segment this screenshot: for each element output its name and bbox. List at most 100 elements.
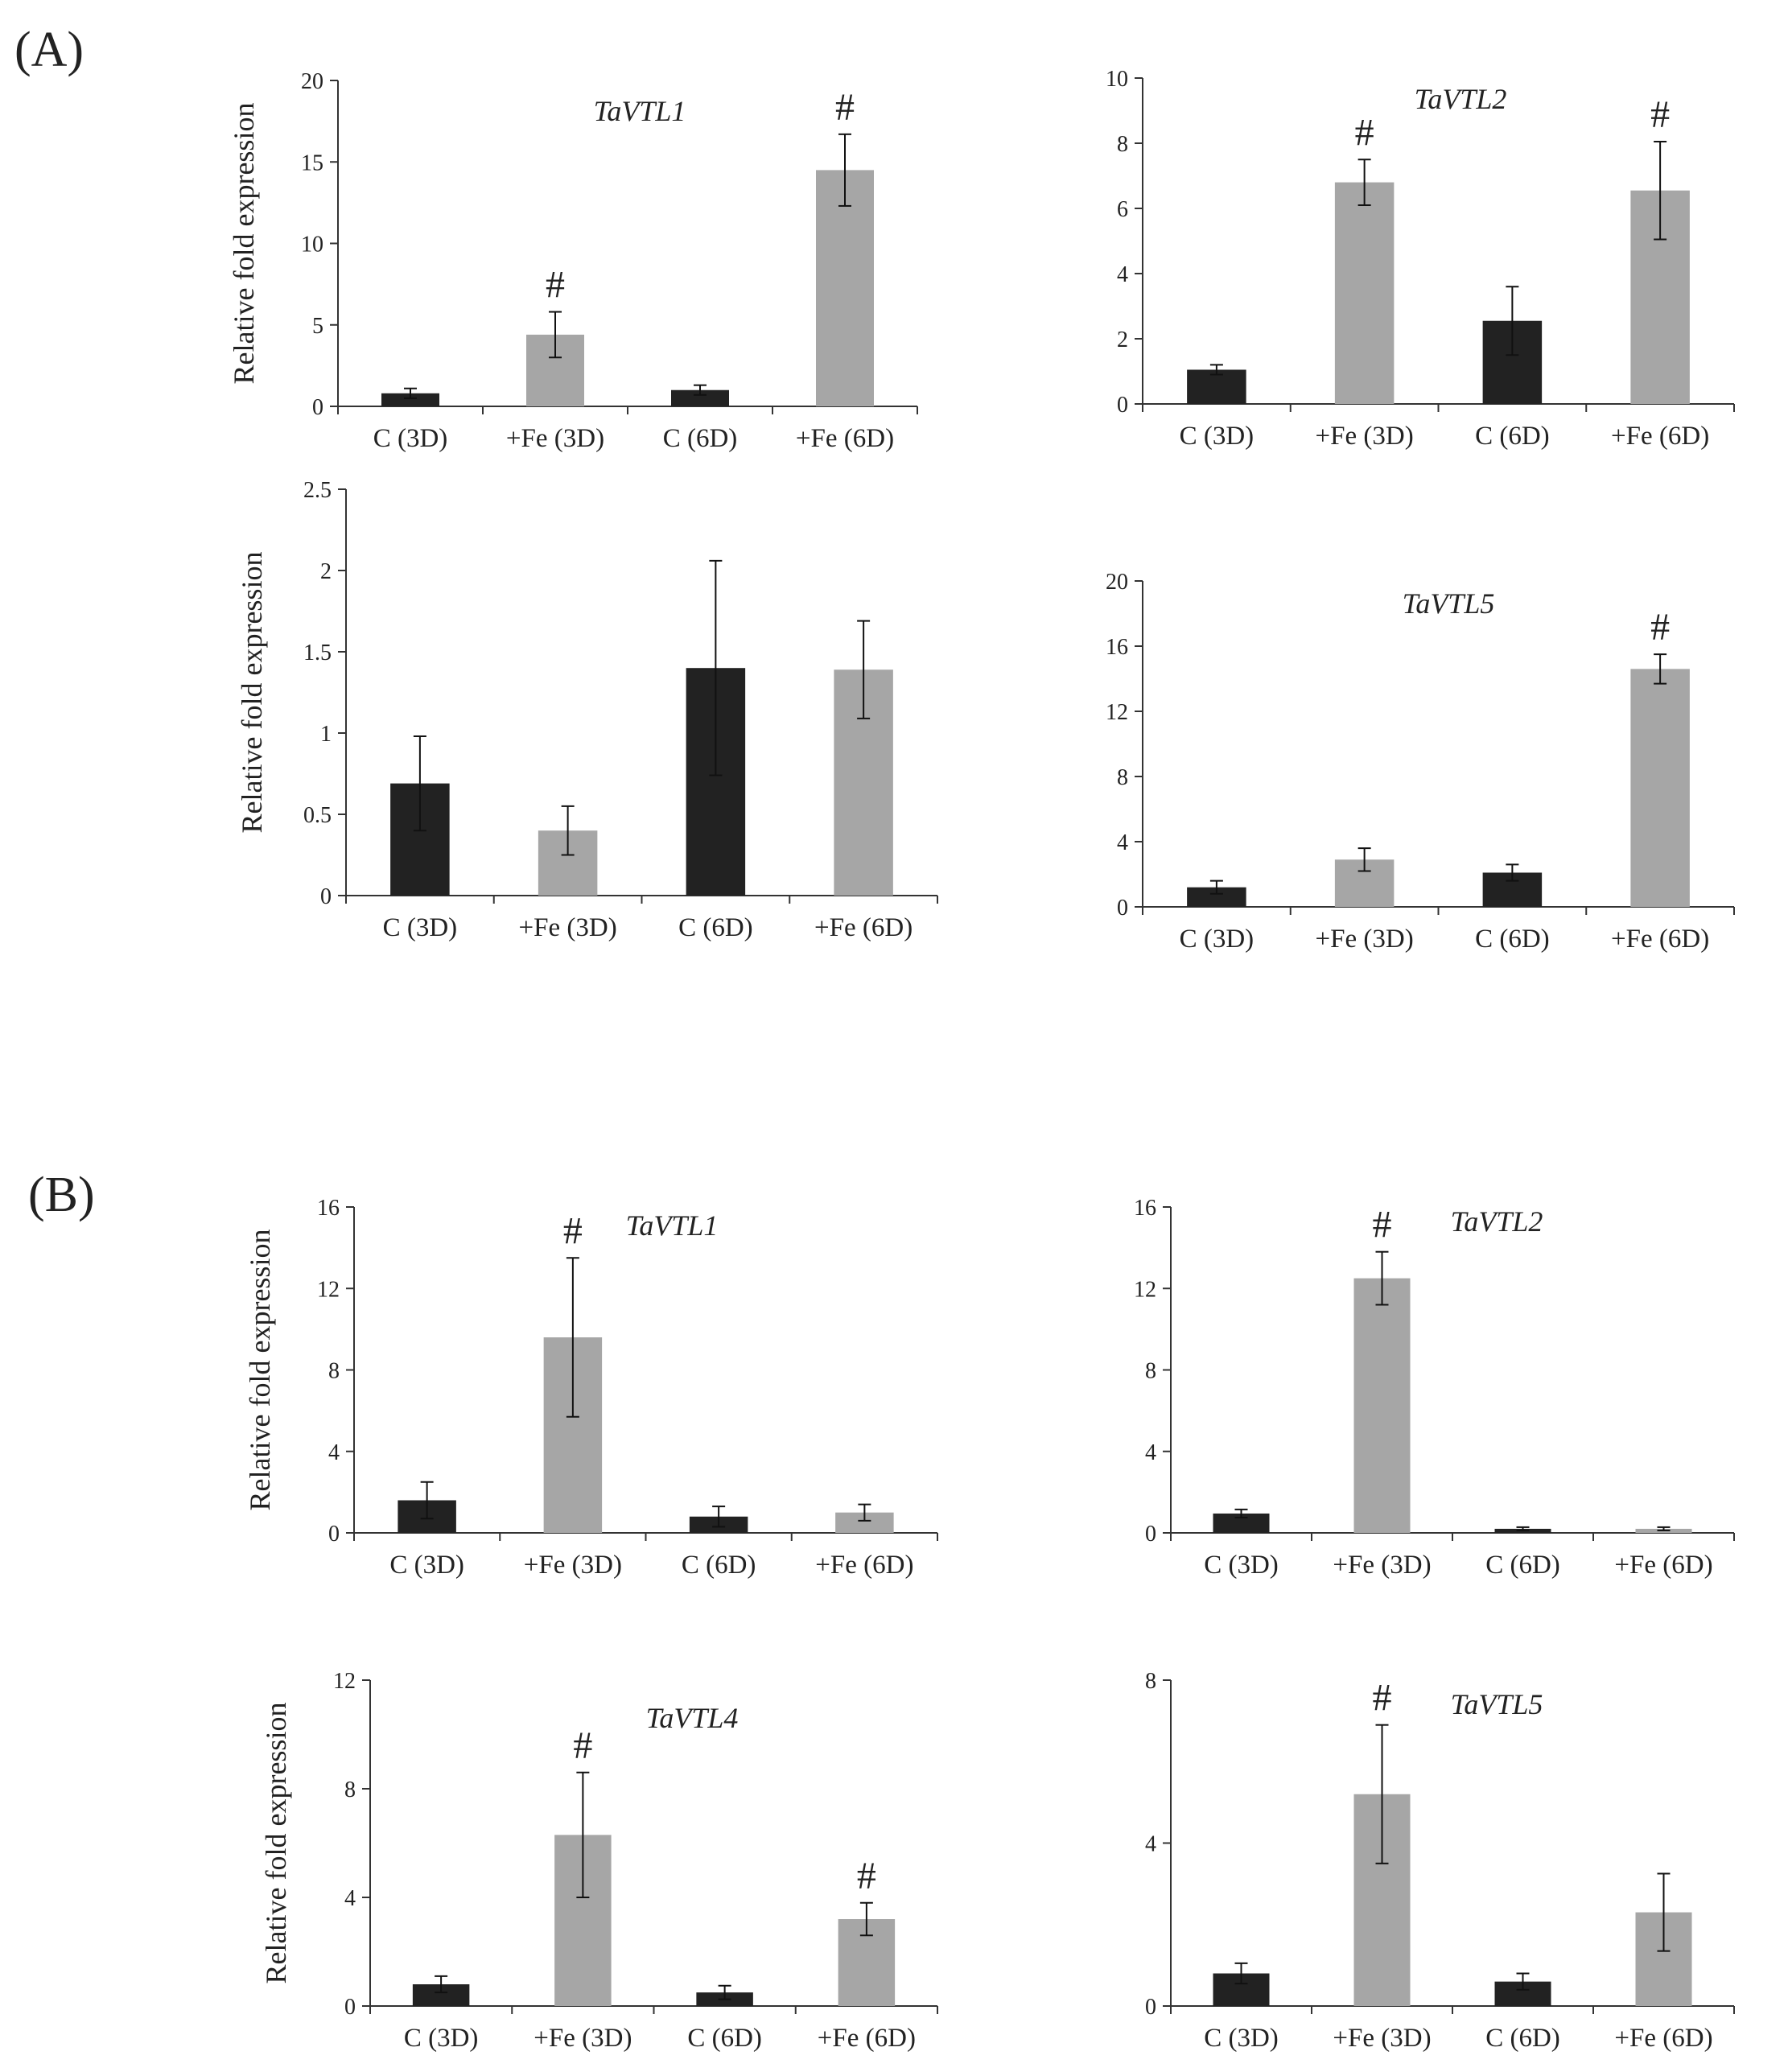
chart-a1: 0 5 10 15 20 C (3D) +Fe (3D) # C (6D) +Fe (6D) # Ta… (228, 69, 918, 453)
y-tick-label: 8 (1145, 1359, 1156, 1384)
category-label: +Fe (6D) (1611, 422, 1709, 451)
y-tick-label: 12 (333, 1669, 356, 1694)
y-tick-label: 0 (320, 884, 332, 909)
chart-title: TaVTL1 (626, 1209, 719, 1242)
y-tick-label: 0 (1145, 1522, 1156, 1547)
y-tick-label: 8 (1145, 1669, 1156, 1694)
y-tick-label: 20 (1106, 570, 1128, 595)
bar-fe (1334, 182, 1395, 404)
category-label: C (6D) (663, 424, 738, 453)
y-tick-label: 4 (1145, 1440, 1156, 1465)
y-tick-label: 16 (1134, 1196, 1156, 1221)
category-label: +Fe (3D) (506, 424, 604, 453)
y-tick-label: 1.5 (303, 641, 332, 665)
chart-a4: 0 4 8 12 16 20 C (3D) +Fe (3D) C (6D) +Fe (6D) # Ta… (1106, 570, 1735, 954)
y-tick-label: 5 (312, 314, 323, 339)
significance-mark: # (835, 86, 855, 129)
y-tick-label: 12 (1106, 700, 1128, 725)
bar-control (671, 389, 729, 406)
category-label: C (6D) (1485, 1551, 1560, 1580)
y-tick-label: 4 (1117, 830, 1128, 855)
chart-title: TaVTL2 (1415, 83, 1507, 115)
category-label: C (6D) (678, 913, 753, 942)
chart-a3: 0 0.5 1 1.5 2 2.5 C (3D) +Fe (3D) C (6D) +Fe (6D)… (236, 478, 938, 942)
chart-title: TaVTL2 (1451, 1205, 1543, 1238)
chart-a2: 0 2 4 6 8 10 C (3D) +Fe (3D) # C (6D) +Fe (6D) # TaV… (1106, 67, 1735, 451)
y-tick-label: 10 (1106, 67, 1128, 92)
chart-b1: 0 4 8 12 16 C (3D) +Fe (3D) # C (6D) +Fe (6D) TaVT… (244, 1196, 938, 1580)
y-tick-label: 6 (1117, 197, 1128, 222)
y-tick-label: 12 (1134, 1277, 1156, 1302)
chart-b3: 0 4 8 12 C (3D) +Fe (3D) # C (6D) +Fe (6D) # TaVTL… (260, 1669, 938, 2053)
category-label: +Fe (3D) (534, 2024, 632, 2053)
significance-mark: # (546, 264, 565, 307)
category-label: C (6D) (1485, 2024, 1560, 2053)
y-tick-label: 1 (320, 722, 332, 747)
y-tick-label: 0 (1145, 1995, 1156, 2020)
category-label: C (6D) (682, 1551, 756, 1580)
category-label: C (6D) (687, 2024, 762, 2053)
category-label: C (3D) (1180, 925, 1254, 954)
y-tick-label: 4 (328, 1440, 340, 1465)
bar-fe (816, 170, 874, 406)
chart-title: TaVTL1 (594, 95, 686, 127)
y-tick-label: 8 (328, 1359, 340, 1384)
y-tick-label: 2.5 (303, 478, 332, 503)
y-tick-label: 0.5 (303, 803, 332, 828)
y-tick-label: 16 (1106, 635, 1128, 660)
y-tick-label: 4 (1117, 262, 1128, 287)
y-tick-label: 0 (344, 1995, 356, 2020)
category-label: C (6D) (1475, 925, 1550, 954)
category-label: +Fe (3D) (1333, 2024, 1431, 2053)
significance-mark: # (857, 1855, 876, 1897)
chart-b4: 0 4 8 C (3D) +Fe (3D) # C (6D) +Fe (6D) TaVTL5 (1145, 1669, 1735, 2053)
chart-b2: 0 4 8 12 16 C (3D) +Fe (3D) # C (6D) +Fe (6D) TaVT… (1134, 1196, 1735, 1580)
category-label: +Fe (6D) (818, 2024, 916, 2053)
category-label: C (3D) (1180, 422, 1254, 451)
chart-title: TaVTL4 (646, 1702, 739, 1734)
significance-mark: # (1373, 1677, 1392, 1720)
y-tick-label: 0 (1117, 393, 1128, 418)
y-tick-label: 0 (312, 395, 323, 420)
category-label: C (3D) (383, 913, 458, 942)
category-label: +Fe (6D) (814, 913, 913, 942)
category-label: +Fe (6D) (1614, 1551, 1712, 1580)
category-label: +Fe (3D) (1333, 1551, 1431, 1580)
category-label: +Fe (6D) (1614, 2024, 1712, 2053)
category-label: +Fe (6D) (1611, 925, 1709, 954)
y-tick-label: 12 (317, 1277, 340, 1302)
category-label: C (3D) (373, 424, 448, 453)
y-tick-label: 16 (317, 1196, 340, 1221)
y-axis-label: Relative fold expression (228, 103, 260, 385)
y-tick-label: 8 (344, 1777, 356, 1802)
significance-mark: # (563, 1209, 583, 1252)
y-axis-label: Relative fold expression (244, 1230, 276, 1511)
y-tick-label: 0 (1117, 896, 1128, 921)
category-label: +Fe (3D) (524, 1551, 622, 1580)
y-tick-label: 20 (301, 69, 323, 94)
chart-title: TaVTL5 (1451, 1688, 1543, 1720)
y-tick-label: 2 (320, 559, 332, 584)
bar-control (1187, 369, 1246, 404)
significance-mark: # (1355, 111, 1374, 154)
category-label: C (6D) (1475, 422, 1550, 451)
category-label: +Fe (3D) (1316, 925, 1414, 954)
panel-label-a: (A) (14, 23, 84, 77)
chart-title: TaVTL5 (1403, 587, 1495, 620)
y-tick-label: 15 (301, 150, 323, 175)
significance-mark: # (1650, 93, 1670, 136)
y-tick-label: 4 (1145, 1832, 1156, 1857)
y-tick-label: 8 (1117, 132, 1128, 157)
y-tick-label: 2 (1117, 327, 1128, 352)
significance-mark: # (573, 1724, 592, 1767)
category-label: C (3D) (389, 1551, 464, 1580)
y-axis-label: Relative fold expression (236, 552, 268, 834)
y-tick-label: 4 (344, 1886, 356, 1911)
category-label: +Fe (3D) (519, 913, 617, 942)
category-label: C (3D) (1204, 2024, 1279, 2053)
bar-fe (1353, 1278, 1411, 1533)
y-axis-label: Relative fold expression (260, 1703, 292, 1984)
category-label: +Fe (3D) (1316, 422, 1414, 451)
